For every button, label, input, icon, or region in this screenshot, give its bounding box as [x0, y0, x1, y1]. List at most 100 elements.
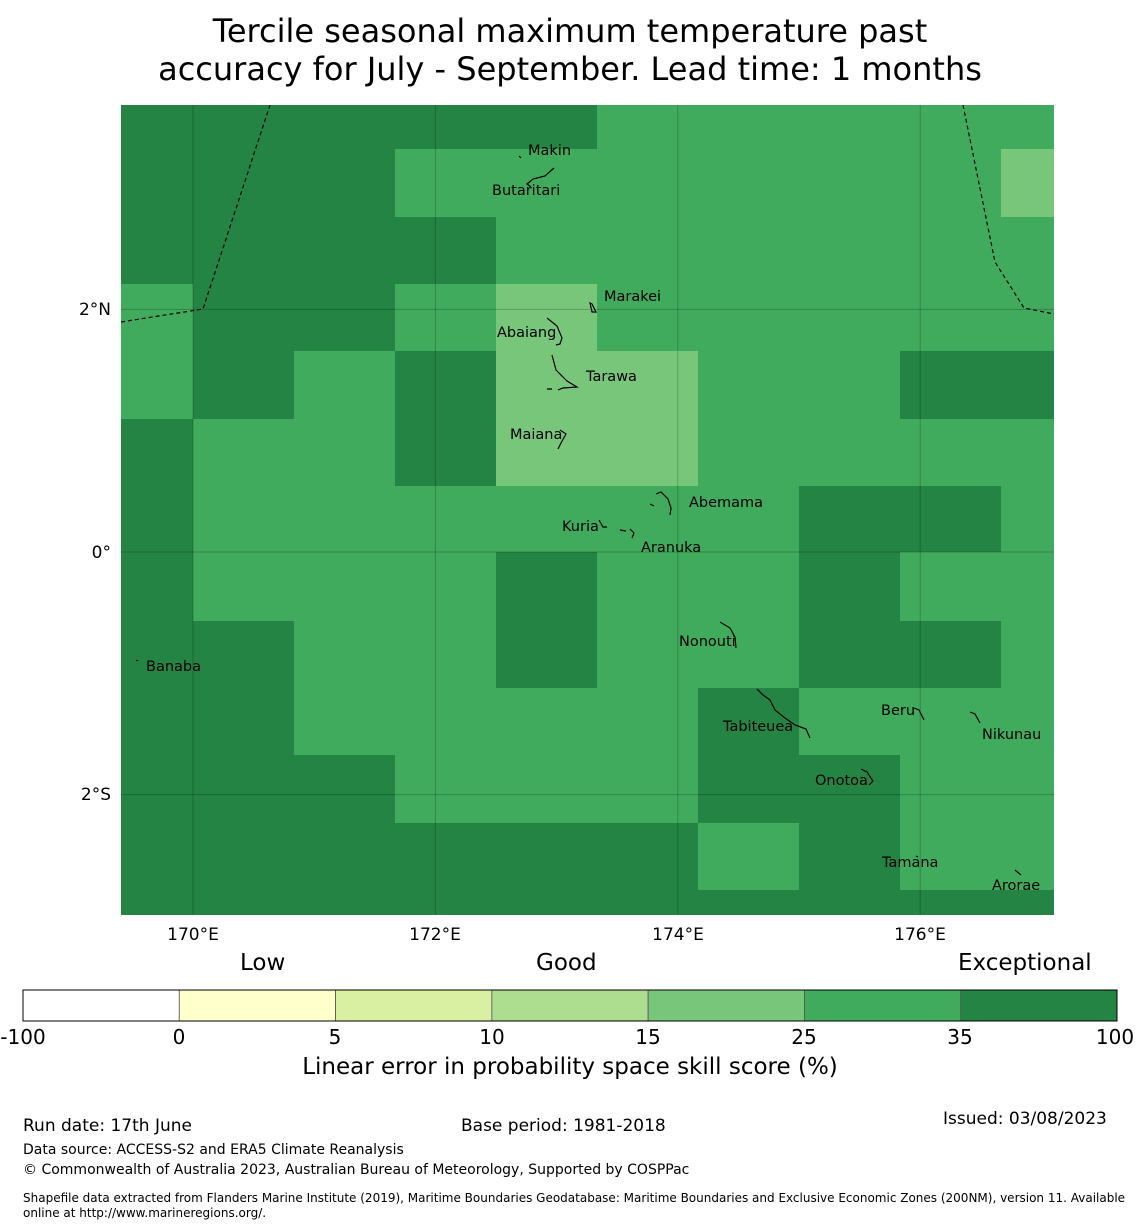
- colorbar-bin: [22, 989, 180, 1022]
- colorbar-tick-label: 100: [1095, 1025, 1135, 1049]
- colorbar-frame: [22, 989, 1118, 1022]
- coastlines: [135, 147, 1022, 876]
- grid-cell: [799, 552, 900, 688]
- island-outline-kuria: [598, 519, 627, 532]
- map-title-line-2: accuracy for July - September. Lead time…: [158, 50, 982, 88]
- grid-cell: [496, 284, 597, 351]
- grid-cell: [597, 105, 1054, 149]
- run-date: Run date: 17th June: [23, 1116, 192, 1136]
- grid-cell: [496, 552, 597, 688]
- grid-cell: [395, 284, 496, 351]
- island-label: Butaritari: [492, 183, 560, 199]
- colorbar-tick-label: 5: [328, 1025, 342, 1049]
- grid-cell: [121, 351, 193, 419]
- lon-tick-label: 176°E: [894, 925, 946, 945]
- island-label: Nonouti: [679, 634, 736, 650]
- grid-cell: [1001, 149, 1054, 217]
- colorbar-bin: [960, 989, 1118, 1022]
- island-label: Abemama: [689, 495, 763, 511]
- island-outline-abaiang: [546, 317, 563, 346]
- legend-category-good: Good: [536, 950, 597, 976]
- grid-cell: [294, 486, 799, 552]
- colorbar-tick-label: 35: [947, 1025, 973, 1049]
- island-labels: Makin Butaritari Marakei Abaiang Tarawa …: [146, 143, 1041, 894]
- grid-cell: [900, 419, 1054, 486]
- grid-cell: [121, 284, 193, 351]
- lat-tick-label: 2°N: [79, 300, 111, 320]
- island-label: Banaba: [146, 659, 201, 675]
- grid-cell: [193, 284, 395, 351]
- base-period: Base period: 1981-2018: [461, 1116, 666, 1136]
- island-label: Tamana: [881, 855, 938, 871]
- eez-boundary-east: [962, 104, 1055, 315]
- lon-tick-label: 170°E: [167, 925, 219, 945]
- island-outline-nikunau: [969, 711, 981, 724]
- grid-cell: [799, 755, 900, 890]
- island-outline-aranuka: [629, 528, 635, 539]
- grid-cell: [395, 823, 698, 915]
- grid-cell: [395, 755, 698, 823]
- island-label: Beru: [881, 703, 915, 719]
- grid-cell: [698, 890, 1054, 915]
- colorbar-tick-label: -100: [0, 1025, 46, 1049]
- island-label: Makin: [528, 143, 571, 159]
- island-label: Marakei: [604, 289, 661, 305]
- grid-cell: [1001, 486, 1054, 552]
- grid-cell: [294, 351, 395, 486]
- grid-cell: [1001, 621, 1054, 688]
- grid-cell: [597, 552, 799, 688]
- island-label: Aranuka: [641, 540, 701, 556]
- grid-cell: [799, 486, 1001, 552]
- grid-cell: [698, 688, 799, 823]
- shapefile-credit: Shapefile data extracted from Flanders M…: [23, 1191, 1126, 1220]
- colorbar-bin: [647, 989, 805, 1022]
- grid-cell: [698, 823, 799, 890]
- grid-cell: [900, 755, 1054, 890]
- grid-cell: [900, 621, 1001, 688]
- island-outline-makin: [518, 147, 555, 159]
- colorbar-tick-label: 0: [172, 1025, 186, 1049]
- colorbar-label: Linear error in probability space skill …: [302, 1054, 838, 1080]
- island-label: Tarawa: [585, 369, 637, 385]
- data-source: Data source: ACCESS-S2 and ERA5 Climate …: [23, 1142, 404, 1158]
- island-outline-arorae: [1014, 869, 1022, 876]
- island-label: Tabiteuea: [722, 719, 793, 735]
- island-outline-nonouti: [719, 621, 737, 649]
- colorbar-tick-label: 15: [635, 1025, 661, 1049]
- island-label: Maiana: [510, 427, 562, 443]
- grid-cell: [121, 621, 294, 755]
- eez-boundaries: [120, 104, 1055, 323]
- grid-cell: [395, 351, 496, 486]
- issued-date: Issued: 03/08/2023: [943, 1109, 1107, 1129]
- grid-cell: [121, 755, 395, 915]
- colorbar-bin: [335, 989, 493, 1022]
- island-outline-onotoa: [860, 768, 874, 786]
- island-outline-butaritari: [526, 167, 555, 188]
- grid-cell: [294, 552, 496, 688]
- eez-boundary-west: [120, 104, 271, 323]
- colorbar: [22, 989, 1118, 1022]
- axis-tick-labels: 170°E 172°E 174°E 176°E 2°N 0° 2°S: [79, 300, 946, 945]
- colorbar-tick-label: 10: [479, 1025, 505, 1049]
- grid-cell: [496, 351, 698, 486]
- grid-cell: [698, 351, 900, 486]
- island-label: Abaiang: [497, 325, 556, 341]
- legend-category-low: Low: [240, 950, 286, 976]
- legend-category-exceptional: Exceptional: [958, 950, 1092, 976]
- island-outline-tarawa: [547, 354, 579, 391]
- skill-grid: [121, 105, 1054, 915]
- copyright: © Commonwealth of Australia 2023, Austra…: [23, 1162, 690, 1178]
- gridlines: [121, 105, 1054, 915]
- grid-cell: [121, 419, 193, 621]
- grid-cell: [900, 552, 1054, 621]
- colorbar-bin: [178, 989, 336, 1022]
- grid-cell: [799, 688, 1054, 755]
- grid-cell: [395, 149, 1001, 217]
- lon-tick-label: 174°E: [652, 925, 704, 945]
- colorbar-tick-label: 25: [791, 1025, 817, 1049]
- island-label: Onotoa: [815, 773, 868, 789]
- grid-cell: [121, 149, 395, 284]
- island-outline-banaba: [135, 659, 139, 662]
- island-label: Kuria: [562, 519, 599, 535]
